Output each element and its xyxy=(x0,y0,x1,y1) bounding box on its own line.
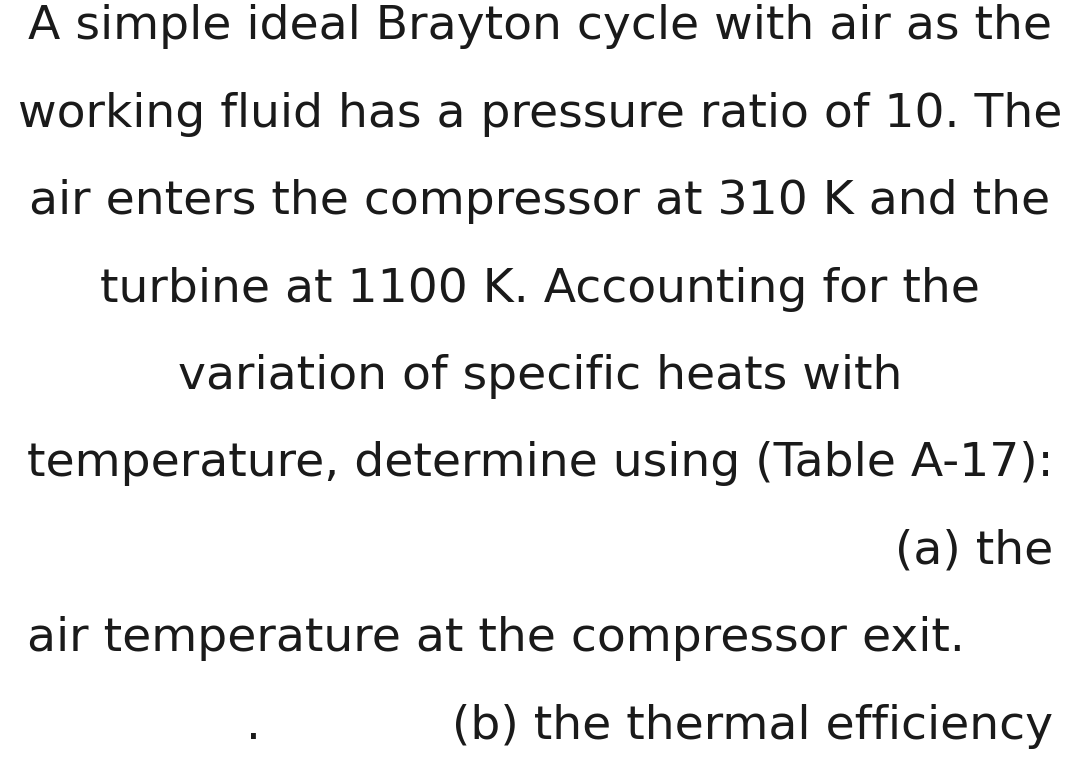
Text: (b) the thermal efficiency: (b) the thermal efficiency xyxy=(451,704,1053,749)
Text: working fluid has a pressure ratio of 10. The: working fluid has a pressure ratio of 10… xyxy=(17,92,1063,137)
Text: air enters the compressor at 310 K and the: air enters the compressor at 310 K and t… xyxy=(29,179,1051,224)
Text: A simple ideal Brayton cycle with air as the: A simple ideal Brayton cycle with air as… xyxy=(28,5,1052,49)
Text: air temperature at the compressor exit.: air temperature at the compressor exit. xyxy=(27,616,964,661)
Text: temperature, determine using (Table A-17):: temperature, determine using (Table A-17… xyxy=(27,442,1053,486)
Text: turbine at 1100 K. Accounting for the: turbine at 1100 K. Accounting for the xyxy=(100,267,980,312)
Text: .: . xyxy=(246,704,261,749)
Text: (a) the: (a) the xyxy=(894,529,1053,574)
Text: variation of specific heats with: variation of specific heats with xyxy=(178,354,902,399)
